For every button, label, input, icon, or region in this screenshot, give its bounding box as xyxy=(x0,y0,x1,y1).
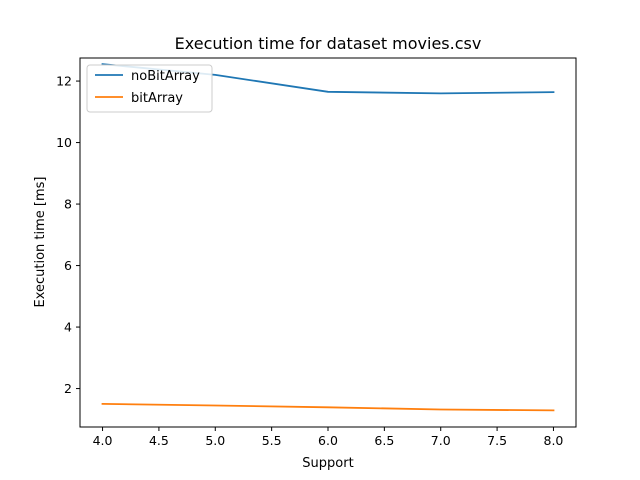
series-line-bitArray xyxy=(101,402,555,412)
legend-box xyxy=(86,64,213,113)
x-tick-label: 5.0 xyxy=(205,433,225,448)
legend-label-noBitArray: noBitArray xyxy=(131,69,200,84)
x-tick-label: 7.5 xyxy=(487,433,507,448)
legend-label-bitArray: bitArray xyxy=(131,91,183,106)
plot-frame xyxy=(79,57,577,428)
x-axis-ticks: 4.0 4.5 5.0 5.5 6.0 6.5 7.0 7.5 8.0 xyxy=(93,427,564,448)
x-tick-label: 4.5 xyxy=(149,433,169,448)
y-tick-label: 8 xyxy=(64,197,72,212)
x-tick-label: 4.0 xyxy=(93,433,113,448)
x-axis-label: Support xyxy=(302,456,353,471)
x-tick-label: 7.0 xyxy=(431,433,451,448)
y-axis-label: Execution time [ms] xyxy=(33,176,48,307)
x-tick-label: 6.0 xyxy=(318,433,338,448)
y-tick-label: 2 xyxy=(64,381,72,396)
y-tick-label: 12 xyxy=(56,74,72,89)
chart-title: Execution time for dataset movies.csv xyxy=(175,34,482,53)
y-tick-label: 6 xyxy=(64,258,72,273)
x-tick-label: 6.5 xyxy=(374,433,394,448)
x-tick-label: 5.5 xyxy=(262,433,282,448)
y-tick-label: 4 xyxy=(64,320,72,335)
plot-area xyxy=(80,58,576,427)
x-tick-label: 8.0 xyxy=(544,433,564,448)
y-tick-label: 10 xyxy=(56,135,72,150)
y-axis-ticks: 2 4 6 8 10 12 xyxy=(56,74,80,396)
legend: noBitArray bitArray xyxy=(86,64,213,113)
